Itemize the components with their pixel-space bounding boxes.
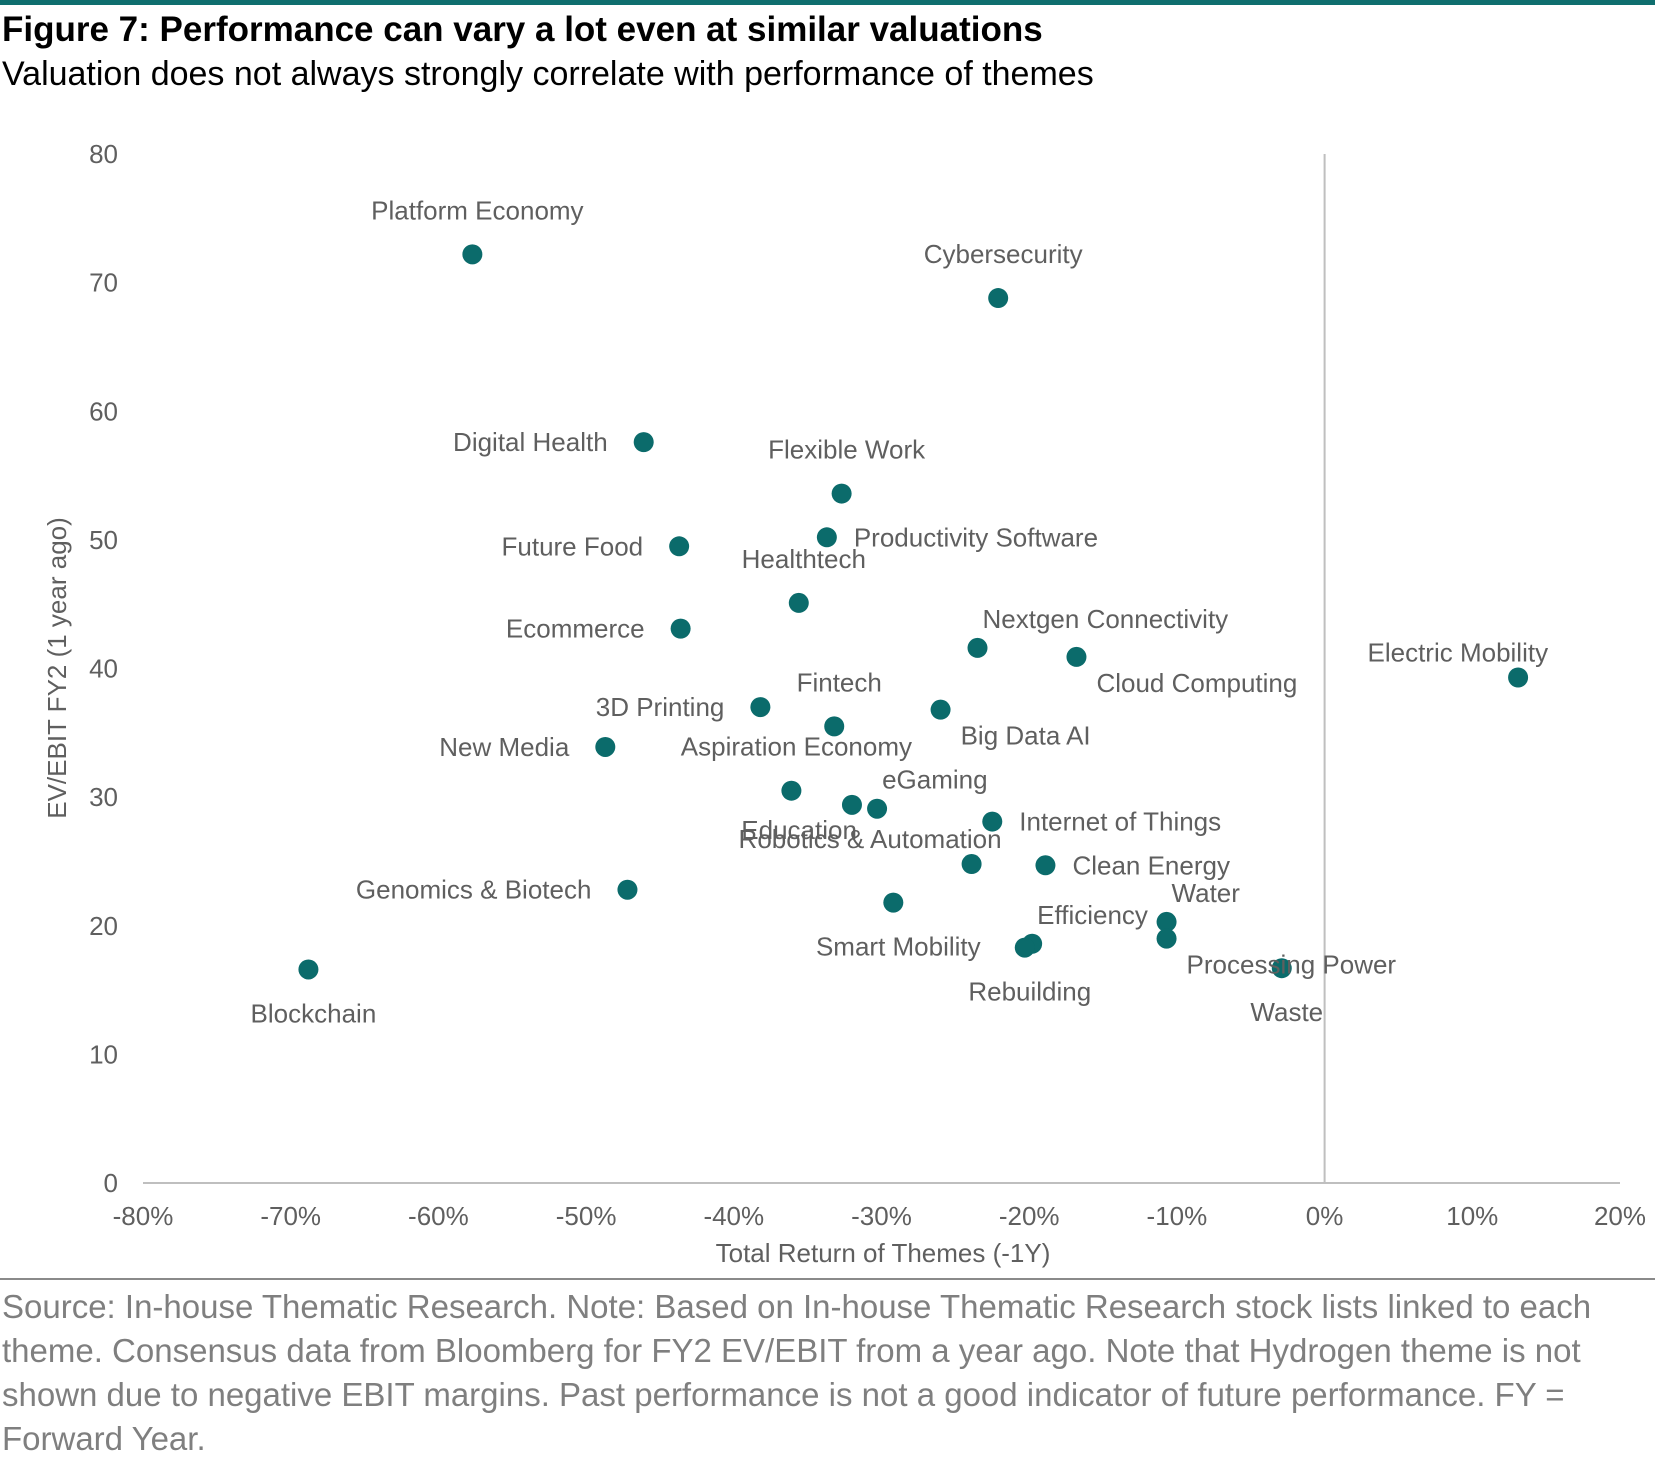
data-point — [1014, 937, 1035, 958]
data-label: Healthtech — [742, 544, 866, 574]
data-label: Genomics & Biotech — [356, 875, 592, 905]
data-point — [633, 432, 654, 453]
source-note: Source: In-house Thematic Research. Note… — [2, 1288, 1592, 1457]
data-point — [595, 736, 616, 757]
data-label: Education — [741, 815, 857, 845]
x-tick-label: -40% — [703, 1201, 764, 1231]
data-label: Productivity Software — [854, 522, 1098, 552]
data-label: Robotics & Automation — [739, 824, 1002, 854]
data-label: Aspiration Economy — [681, 732, 912, 762]
data-point — [961, 854, 982, 875]
data-point — [831, 483, 852, 504]
y-axis-label: EV/EBIT FY2 (1 year ago) — [42, 517, 72, 819]
data-label: Water — [1172, 878, 1241, 908]
data-points — [298, 244, 1529, 980]
data-label: Internet of Things — [1019, 807, 1221, 837]
data-label: Flexible Work — [768, 435, 926, 465]
data-label: Smart Mobility — [816, 932, 981, 962]
data-label: Efficiency — [1037, 900, 1148, 930]
x-tick-label: -20% — [999, 1201, 1060, 1231]
data-point — [967, 637, 988, 658]
y-tick-label: 50 — [89, 525, 118, 555]
data-label: eGaming — [882, 765, 988, 795]
scatter-chart: -80% -70% -60% -50% -40% -30% -20% -10% 0% 10% 20%… — [42, 139, 1646, 1268]
y-tick-label: 80 — [89, 139, 118, 169]
x-tick-label: -60% — [408, 1201, 469, 1231]
data-point — [867, 798, 888, 819]
data-label: Rebuilding — [968, 977, 1091, 1007]
x-tick-label: -80% — [113, 1201, 174, 1231]
data-point — [1035, 855, 1056, 876]
top-rule — [0, 0, 1655, 5]
data-label: Cloud Computing — [1096, 668, 1297, 698]
data-label: Processing Power — [1187, 950, 1397, 980]
data-point — [1066, 646, 1087, 667]
data-point — [883, 892, 904, 913]
y-tick-label: 40 — [89, 654, 118, 684]
data-point — [816, 527, 837, 548]
data-point — [462, 244, 483, 265]
data-label: Nextgen Connectivity — [983, 604, 1229, 634]
data-label: Ecommerce — [506, 614, 645, 644]
axes: -80% -70% -60% -50% -40% -30% -20% -10% 0% 10% 20%… — [89, 139, 1646, 1231]
data-label: Waste — [1250, 997, 1323, 1027]
data-label: 3D Printing — [596, 692, 725, 722]
data-point — [670, 618, 691, 639]
y-tick-label: 70 — [89, 268, 118, 298]
data-label: Fintech — [797, 667, 882, 697]
point-labels: Platform Economy Cybersecurity Digital Hea… — [251, 195, 1549, 1028]
data-point — [930, 699, 951, 720]
x-tick-label: -10% — [1147, 1201, 1208, 1231]
data-label: Blockchain — [251, 998, 377, 1028]
x-axis-label: Total Return of Themes (-1Y) — [716, 1238, 1051, 1268]
data-label: Big Data AI — [961, 721, 1091, 751]
y-tick-label: 20 — [89, 911, 118, 941]
data-label: New Media — [439, 732, 570, 762]
x-tick-label: -50% — [556, 1201, 617, 1231]
x-tick-label: -30% — [851, 1201, 912, 1231]
data-point — [824, 716, 845, 737]
x-tick-label: 20% — [1594, 1201, 1646, 1231]
data-label: Clean Energy — [1072, 850, 1230, 880]
figure-title: Figure 7: Performance can vary a lot eve… — [2, 10, 1043, 49]
y-tick-label: 0 — [104, 1168, 118, 1198]
data-point — [1508, 667, 1529, 688]
bottom-rule — [0, 1278, 1655, 1280]
data-point — [841, 794, 862, 815]
y-tick-label: 60 — [89, 396, 118, 426]
data-point — [1156, 928, 1177, 949]
x-tick-label: 10% — [1446, 1201, 1498, 1231]
y-tick-label: 30 — [89, 782, 118, 812]
data-point — [781, 780, 802, 801]
data-point — [669, 536, 690, 557]
data-point — [750, 697, 771, 718]
data-point — [788, 592, 809, 613]
data-label: Future Food — [502, 531, 644, 561]
data-label: Digital Health — [453, 427, 608, 457]
data-point — [1156, 911, 1177, 932]
data-label: Platform Economy — [371, 195, 583, 225]
data-point — [1271, 958, 1292, 979]
x-tick-label: 0% — [1306, 1201, 1344, 1231]
data-point — [617, 879, 638, 900]
data-point — [298, 959, 319, 980]
data-label: Electric Mobility — [1367, 638, 1548, 668]
data-label: Cybersecurity — [924, 239, 1083, 269]
x-tick-label: -70% — [260, 1201, 321, 1231]
y-tick-label: 10 — [89, 1039, 118, 1069]
data-point — [988, 288, 1009, 309]
data-point — [982, 811, 1003, 832]
figure-subtitle: Valuation does not always strongly corre… — [2, 55, 1094, 93]
